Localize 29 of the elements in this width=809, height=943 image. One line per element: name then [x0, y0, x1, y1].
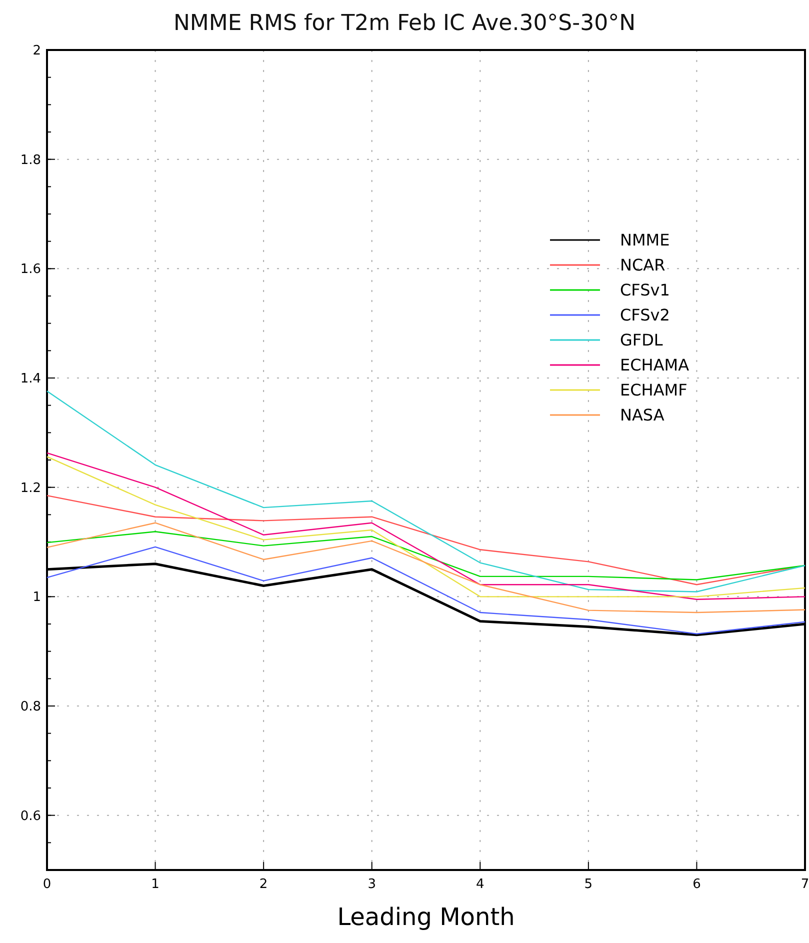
y-tick-label: 1.8	[20, 152, 41, 168]
x-tick-label: 4	[476, 877, 484, 892]
x-tick-label: 3	[368, 877, 376, 892]
legend-label: NMME	[620, 230, 670, 250]
legend-label: GFDL	[620, 330, 663, 350]
x-axis-title: Leading Month	[337, 903, 515, 931]
x-tick-label: 7	[800, 877, 809, 892]
x-tick-label: 2	[259, 877, 268, 892]
line-series	[46, 546, 806, 634]
x-tick-label: 1	[151, 877, 160, 892]
y-tick-label: 1.4	[20, 372, 41, 387]
y-tick-label: 0.6	[20, 808, 41, 824]
x-tick-label: 5	[584, 877, 593, 892]
y-tick-label: 1	[32, 590, 41, 606]
y-tick-label: 1.2	[20, 480, 41, 496]
line-series	[46, 531, 806, 580]
y-tick-label: 0.8	[20, 700, 41, 715]
line-series	[46, 522, 806, 614]
y-tick-label: 1.6	[20, 262, 41, 278]
x-tick-label: 0	[42, 877, 52, 892]
legend-label: CFSv1	[620, 280, 670, 300]
legend-label: NCAR	[620, 256, 666, 275]
legend-label: CFSv2	[620, 306, 670, 325]
chart-title: NMME RMS for T2m Feb IC Ave.30°S-30°N	[173, 11, 636, 36]
legend-label: ECHAMA	[620, 356, 690, 375]
y-tick-label: 2	[32, 44, 41, 59]
legend-label: NASA	[620, 406, 664, 425]
x-tick-label: 6	[692, 877, 701, 892]
legend-label: ECHAMF	[620, 380, 688, 400]
